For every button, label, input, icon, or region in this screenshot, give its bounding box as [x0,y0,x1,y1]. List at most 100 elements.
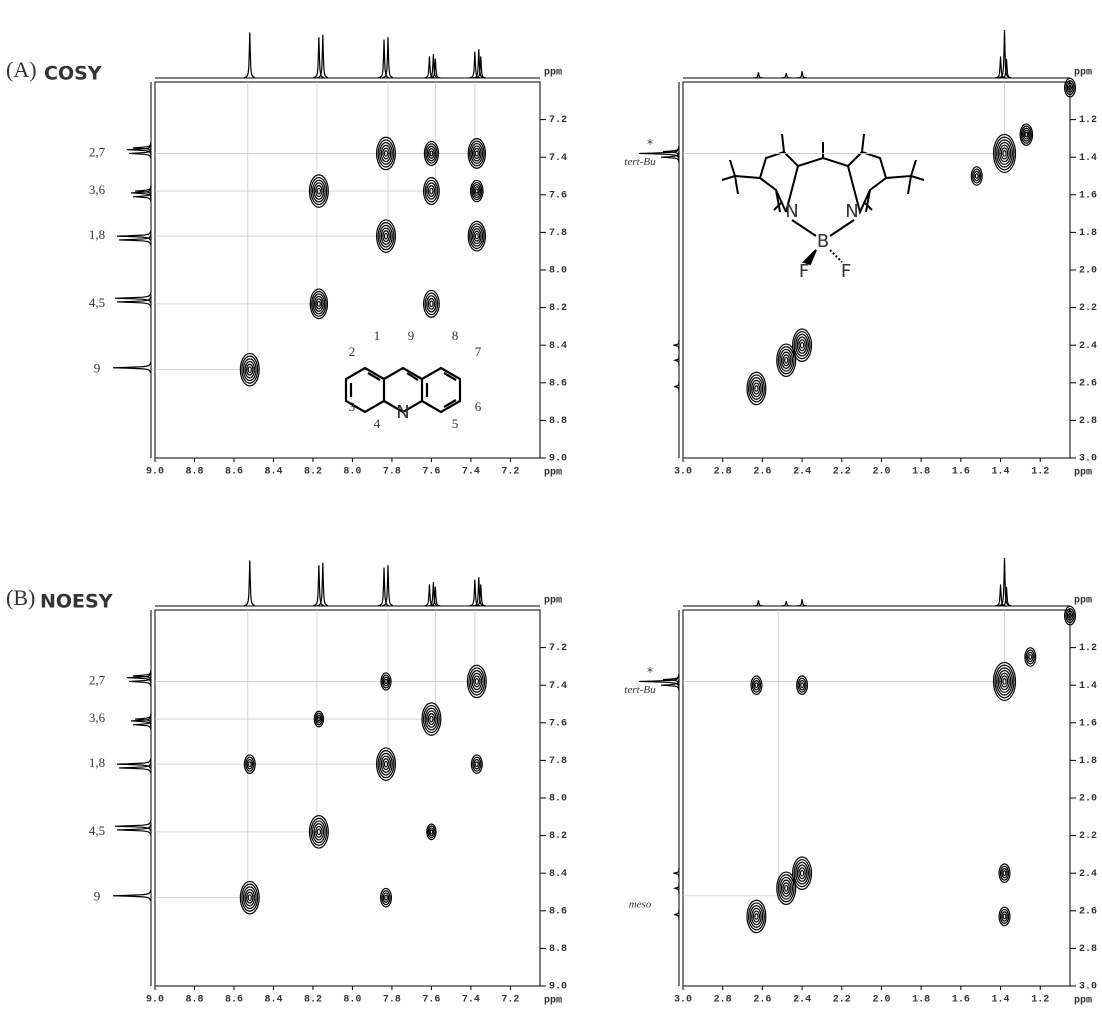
top-projection-peak [245,32,255,78]
x-tick-label: 2.2 [833,467,851,478]
contour [778,875,794,902]
x-tick-label: 8.6 [225,995,243,1006]
contour [785,358,788,363]
structure-label: N [785,201,798,222]
contour [783,883,789,894]
y-tick-label: 2.6 [1079,906,1097,917]
x-tick-label: 3.0 [674,467,692,478]
y-tick-label: 1.6 [1079,190,1097,201]
y-tick-label: 2.2 [1079,303,1097,314]
x-tick-label: 1.2 [1031,995,1049,1006]
contour [801,683,804,688]
contour [783,355,789,366]
row-label: 4,5 [89,823,105,838]
contour [424,290,440,317]
contour [430,301,433,306]
y-tick-label: 3.0 [1079,982,1097,993]
contour [755,914,758,919]
y-tick-label: 8.6 [549,906,567,917]
contour [430,830,432,834]
y-tick-label: 7.6 [549,190,567,201]
contour [753,383,759,394]
y-tick-label: 2.6 [1079,378,1097,389]
row-label: tert-Bu [624,684,656,696]
y-tick-label: 1.2 [1079,643,1097,654]
panel: 3.02.82.62.42.22.01.81.61.41.21.21.41.61… [624,558,1097,1007]
contour [1003,914,1006,919]
x-tick-label: 7.2 [501,467,519,478]
y-tick-label: 9.0 [549,982,567,993]
structure-label: 5 [452,416,459,431]
contour [470,224,484,249]
top-projection-peak [753,600,763,606]
structure-label: N [396,402,409,423]
panel-label: (A) [6,57,37,82]
top-projection-peak [781,601,791,606]
contour [778,347,794,374]
x-tick-label: 2.2 [833,995,851,1006]
side-projection-peak [674,910,679,920]
x-tick-label: 1.8 [912,467,930,478]
x-tick-label: 3.0 [674,995,692,1006]
x-tick-label: 2.6 [753,995,771,1006]
y-tick-label: 3.0 [1079,454,1097,465]
row-label: 4,5 [89,295,105,310]
row-label: 9 [94,889,101,904]
structure-label: N [845,201,858,222]
y-tick-label: 8.0 [549,794,567,805]
contour [1025,133,1027,137]
y-tick-label: 2.2 [1079,831,1097,842]
structure-label: 1 [374,328,381,343]
x-tick-label: 9.0 [146,995,164,1006]
side-projection-peak [673,340,679,350]
contour [755,683,758,688]
x-tick-label: 1.2 [1031,467,1049,478]
x-tick-label: 7.6 [422,467,440,478]
x-tick-label: 8.4 [264,467,282,478]
x-tick-label: 1.6 [952,995,970,1006]
y-tick-label: 9.0 [549,454,567,465]
y-tick-label: 2.0 [1079,794,1097,805]
contour [749,375,765,402]
contour [476,189,478,193]
x-tick-label: 8.4 [264,995,282,1006]
contour [471,180,483,201]
structure-label: 9 [408,328,415,343]
contour [317,301,320,306]
x-axis-label: ppm [544,468,562,479]
y-tick-label: 8.2 [549,831,567,842]
y-tick-label: 7.2 [549,643,567,654]
contour [1029,655,1032,660]
x-tick-label: 2.4 [793,467,811,478]
row-label: meso [629,898,652,910]
x-tick-label: 1.8 [912,995,930,1006]
y-tick-label: 8.8 [549,944,567,955]
contour [475,762,478,767]
structure-label: 3 [349,399,356,414]
y-tick-label: 1.4 [1079,153,1097,164]
panel: (B)NOESY9.08.88.68.48.28.07.87.67.47.27.… [6,560,567,1006]
structure-label: F [799,261,809,282]
x-tick-label: 2.0 [872,467,890,478]
structure-label: B [817,231,829,252]
star-label: * [647,137,653,151]
contour [248,895,251,900]
structure-label: 6 [475,399,482,414]
y-tick-label: 8.2 [549,303,567,314]
contour [755,386,758,391]
x-tick-label: 7.6 [422,995,440,1006]
contour [975,174,978,179]
y-tick-label: 7.4 [549,681,567,692]
x-tick-label: 7.8 [383,467,401,478]
x-tick-label: 2.4 [793,995,811,1006]
panel-label: (B) [6,585,35,610]
y-axis-label: ppm [1074,68,1092,79]
contour [785,886,788,891]
y-tick-label: 1.2 [1079,115,1097,126]
y-tick-label: 2.8 [1079,944,1097,955]
y-tick-label: 8.6 [549,378,567,389]
x-tick-label: 2.6 [753,467,771,478]
bonds [722,134,924,236]
y-tick-label: 2.0 [1079,266,1097,277]
y-tick-label: 2.8 [1079,416,1097,427]
